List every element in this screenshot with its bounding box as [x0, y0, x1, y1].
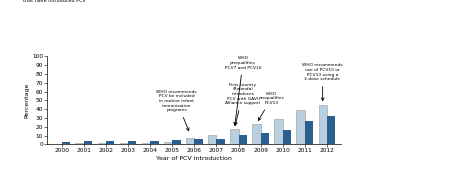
Bar [327, 116, 335, 144]
Bar [98, 143, 106, 144]
Bar [128, 141, 137, 144]
Text: WHO
prequalifies
PCV13: WHO prequalifies PCV13 [258, 92, 284, 120]
Bar [296, 110, 305, 144]
Text: First country
(Rwanda)
introduces
PCV with GAVI
Alliance support: First country (Rwanda) introduces PCV wi… [225, 83, 261, 125]
Bar [186, 138, 194, 144]
X-axis label: Year of PCV introduction: Year of PCV introduction [156, 156, 232, 161]
Bar [238, 135, 247, 144]
Bar [261, 133, 269, 144]
Text: WHO recommends
use of PCV10 or
PCV13 using a
3-dose schedule: WHO recommends use of PCV10 or PCV13 usi… [302, 63, 343, 100]
Bar [283, 130, 291, 144]
Y-axis label: Percentage: Percentage [24, 83, 29, 118]
Bar [319, 105, 327, 144]
Bar [142, 143, 150, 144]
Bar [106, 141, 114, 144]
Bar [305, 121, 313, 144]
Bar [194, 139, 203, 144]
Text: WHO recommends
PCV be included
in routine infant
immunization
programs: WHO recommends PCV be included in routin… [156, 90, 197, 131]
Legend: % of countries that introduced PCV, % of birth cohort living in countries
that h: % of countries that introduced PCV, % of… [15, 0, 110, 4]
Bar [252, 124, 261, 144]
Bar [230, 129, 238, 144]
Text: WHO
prequalifies
PCV7 and PCV10: WHO prequalifies PCV7 and PCV10 [225, 56, 261, 125]
Bar [208, 135, 217, 144]
Bar [84, 141, 92, 144]
Bar [164, 142, 172, 144]
Bar [274, 119, 283, 144]
Bar [217, 139, 225, 144]
Bar [75, 143, 84, 144]
Bar [150, 141, 158, 144]
Bar [119, 143, 128, 144]
Bar [62, 142, 70, 144]
Bar [172, 140, 181, 144]
